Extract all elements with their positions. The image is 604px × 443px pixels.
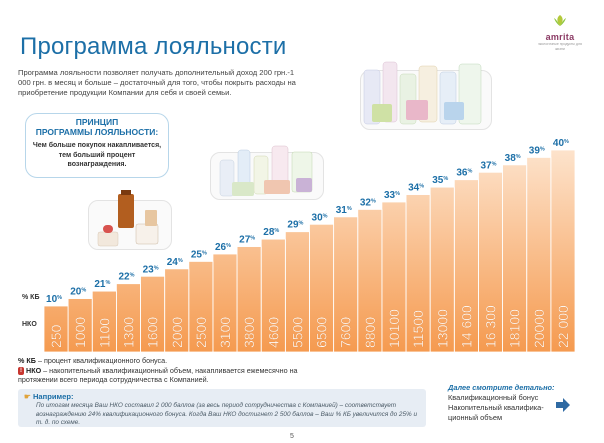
example-box: ☛ Например: По итогам месяца Ваш НКО сос… <box>18 389 426 427</box>
logo: amrita экологичные продукты для жизни <box>534 14 586 52</box>
percent-label: 25% <box>191 249 207 260</box>
legend-kb-term: % КБ <box>18 356 36 365</box>
chart-bar <box>550 149 576 353</box>
percent-label: 30% <box>312 212 328 223</box>
row-label-percent: % КБ <box>22 294 39 301</box>
percent-label: 29% <box>287 220 303 231</box>
legend-kb-desc: – процент квалификационного бонуса. <box>35 356 168 365</box>
nko-label: 13000 <box>434 309 450 348</box>
nko-label: 2000 <box>169 317 185 348</box>
nko-label: 1000 <box>72 317 88 348</box>
logo-wordmark: amrita <box>545 32 575 42</box>
percent-label: 26% <box>215 242 231 253</box>
pointing-hand-icon: ☛ <box>24 392 31 401</box>
nko-label: 2500 <box>193 317 209 348</box>
legend-kb: % КБ – процент квалификационного бонуса. <box>18 356 318 366</box>
nko-label: 18100 <box>507 309 523 348</box>
percent-label: 27% <box>239 235 255 246</box>
leaf-icon <box>554 15 566 26</box>
nko-label: 3800 <box>241 317 257 348</box>
see-more-link-qualification-bonus[interactable]: Квалификационный бонус <box>448 393 539 402</box>
nko-label: 20000 <box>531 309 547 348</box>
see-more-link-nko-line2[interactable]: ционный объем <box>448 413 503 422</box>
example-body: По итогам месяца Ваш НКО составил 2 000 … <box>36 402 418 427</box>
legend-nko: ! НКО – накопительный квалификационный о… <box>18 366 318 385</box>
principle-heading: ПРИНЦИП ПРОГРАММЫ ЛОЯЛЬНОСТИ: <box>26 117 168 137</box>
percent-label: 20% <box>70 287 86 298</box>
percent-label: 22% <box>118 272 134 283</box>
percent-label: 31% <box>336 205 352 216</box>
see-more-link-nko-line1[interactable]: Накопительный квалифика- <box>448 403 544 412</box>
nko-label: 3100 <box>217 317 233 348</box>
nko-label: 1100 <box>96 318 112 348</box>
principle-heading-line2: ПРОГРАММЫ ЛОЯЛЬНОСТИ: <box>35 127 159 137</box>
nko-label: 8800 <box>362 317 378 348</box>
principle-callout: ПРИНЦИП ПРОГРАММЫ ЛОЯЛЬНОСТИ: Чем больше… <box>25 113 169 178</box>
nko-label: 11500 <box>410 310 426 348</box>
legend-nko-term: НКО <box>26 365 42 375</box>
percent-label: 36% <box>456 168 472 179</box>
product-group-small <box>97 190 159 247</box>
nko-label: 4600 <box>265 317 281 348</box>
product-group-large <box>363 61 482 125</box>
product-group-medium <box>219 145 313 197</box>
percent-label: 32% <box>360 197 376 208</box>
percent-label: 40% <box>553 138 569 149</box>
percent-label: 23% <box>143 264 159 275</box>
percent-label: 35% <box>432 175 448 186</box>
nko-label: 16 300 <box>483 305 499 348</box>
logo-tagline: экологичные продукты для жизни <box>538 42 582 51</box>
percent-label: 10% <box>46 294 62 305</box>
nko-label: 7600 <box>338 317 354 348</box>
percent-label: 24% <box>167 257 183 268</box>
nko-label: 10100 <box>386 309 402 348</box>
principle-heading-line1: ПРИНЦИП <box>75 117 119 127</box>
legend-nko-desc: – накопительный квалификационный объем, … <box>18 365 298 385</box>
nko-label: 250 <box>48 324 64 348</box>
intro-text: Программа лояльности позволяет получать … <box>18 68 296 98</box>
example-heading-text: Например: <box>32 392 74 401</box>
percent-label: 21% <box>94 279 110 290</box>
alert-badge-icon: ! <box>18 367 24 375</box>
nko-label: 14 600 <box>458 305 474 348</box>
percent-label: 37% <box>481 160 497 171</box>
legend: % КБ – процент квалификационного бонуса.… <box>18 356 318 385</box>
nko-label: 1300 <box>120 317 136 348</box>
nko-label: 5500 <box>289 317 305 348</box>
example-heading: ☛ Например: <box>24 392 74 401</box>
percent-label: 38% <box>505 153 521 164</box>
see-more-box: Далее смотрите детально: Квалификационны… <box>448 383 598 427</box>
nko-label: 1600 <box>145 317 161 348</box>
percent-label: 33% <box>384 190 400 201</box>
see-more-heading: Далее смотрите детально: <box>448 383 555 392</box>
page-title: Программа лояльности <box>20 33 287 60</box>
row-label-nko: НКО <box>22 321 37 328</box>
percent-label: 39% <box>529 145 545 156</box>
nko-label: 6500 <box>314 317 330 348</box>
arrow-right-icon[interactable] <box>555 397 571 413</box>
page-number: 5 <box>290 433 294 440</box>
principle-body: Чем больше покупок накапливается, тем бо… <box>32 142 162 168</box>
percent-label: 34% <box>408 183 424 194</box>
nko-label: 22 000 <box>555 305 571 348</box>
percent-label: 28% <box>263 227 279 238</box>
